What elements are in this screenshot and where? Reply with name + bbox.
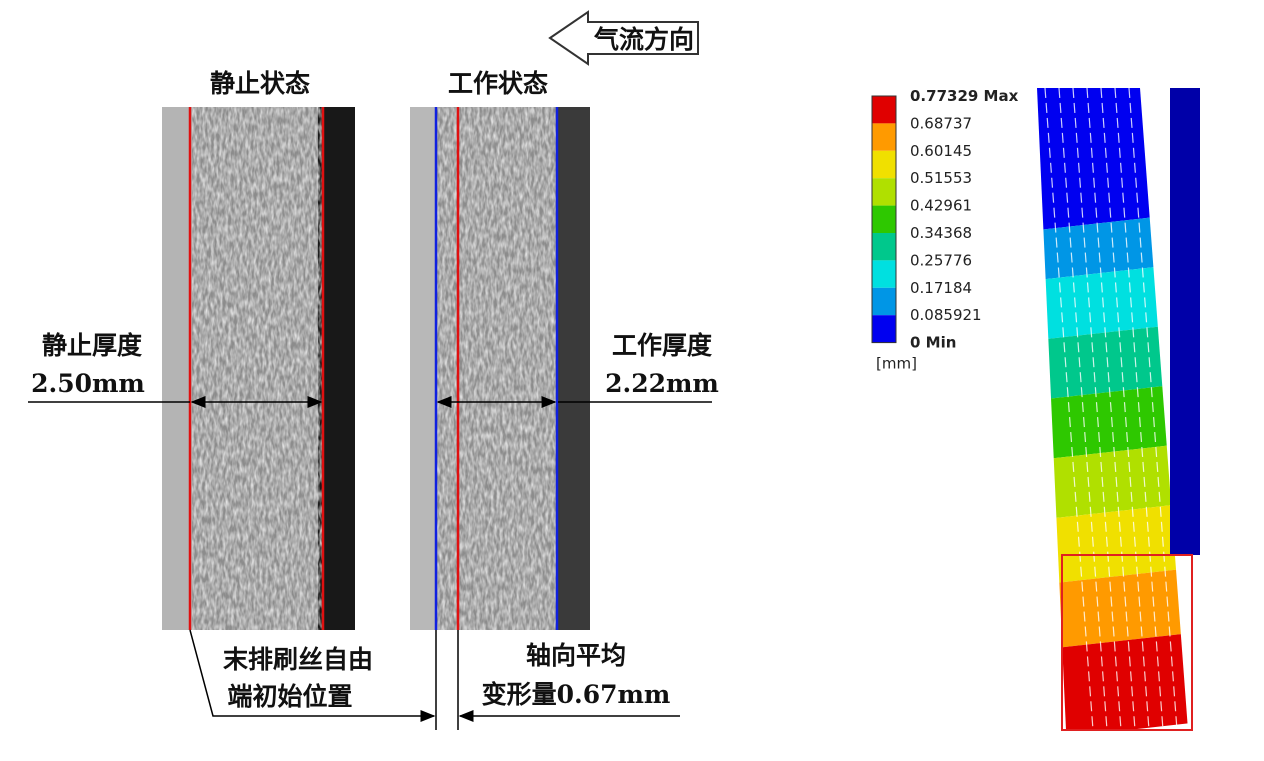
- contour-band: [1037, 442, 1188, 522]
- legend-label: 0.17184: [910, 279, 972, 297]
- thickness-value: 2.22mm: [605, 369, 719, 398]
- contour-band: [1037, 502, 1188, 587]
- annotation: 轴向平均: [526, 641, 626, 670]
- bristle-texture: [192, 107, 322, 630]
- legend-swatch: [872, 205, 896, 233]
- contour-band: [1037, 322, 1188, 402]
- mesh-line: [1128, 88, 1178, 730]
- legend-swatch: [872, 260, 896, 288]
- mesh-line: [1086, 88, 1136, 730]
- thickness-label: 静止厚度: [42, 331, 142, 360]
- legend-swatch: [872, 96, 896, 124]
- contour-band: [1037, 632, 1188, 730]
- thickness-label: 工作厚度: [612, 331, 712, 360]
- legend-swatch: [872, 150, 896, 179]
- legend-label: 0.085921: [910, 306, 982, 324]
- thickness-value: 2.50mm: [31, 369, 145, 398]
- annotation: 末排刷丝自由: [223, 645, 373, 674]
- mesh-line: [1072, 88, 1122, 730]
- panel-title: 静止状态: [210, 69, 310, 98]
- legend-label: 0.77329 Max: [910, 87, 1019, 105]
- legend-label: 0.60145: [910, 142, 972, 160]
- legend-label: 0.34368: [910, 224, 972, 242]
- legend-label: 0.42961: [910, 197, 972, 215]
- legend-unit: [mm]: [876, 355, 917, 373]
- highlight-box: [1061, 554, 1193, 731]
- mesh-line: [1114, 88, 1164, 730]
- photo-edge: [162, 107, 192, 630]
- annotation: 端初始位置: [227, 682, 352, 711]
- dimension-lines: [28, 396, 712, 730]
- annotation: 变形量0.67mm: [482, 680, 671, 709]
- housing: [1170, 88, 1200, 555]
- legend: 0.77329 Max 0.68737 0.60145 0.51553 0.42961 0…: [871, 87, 1019, 373]
- mesh-line: [1058, 88, 1108, 730]
- legend-label: 0.68737: [910, 114, 972, 132]
- legend-swatch: [872, 287, 896, 316]
- legend-label: 0.51553: [910, 169, 972, 187]
- legend-label: 0.25776: [910, 251, 972, 269]
- legend-label: 0 Min: [910, 334, 956, 352]
- legend-swatch: [872, 123, 896, 151]
- legend-swatch: [872, 315, 896, 343]
- legend-swatch: [872, 233, 896, 261]
- airflow-label: 气流方向: [593, 25, 694, 54]
- panel-title: 工作状态: [448, 69, 548, 98]
- legend-frame: [871, 95, 897, 344]
- photo-edge: [410, 107, 436, 630]
- bristle-texture: [436, 107, 558, 630]
- photo-shadow: [558, 107, 590, 630]
- mesh-line: [1100, 88, 1150, 730]
- airflow-arrow: [548, 10, 699, 66]
- legend-swatch: [872, 178, 896, 206]
- mesh-line: [1044, 88, 1094, 730]
